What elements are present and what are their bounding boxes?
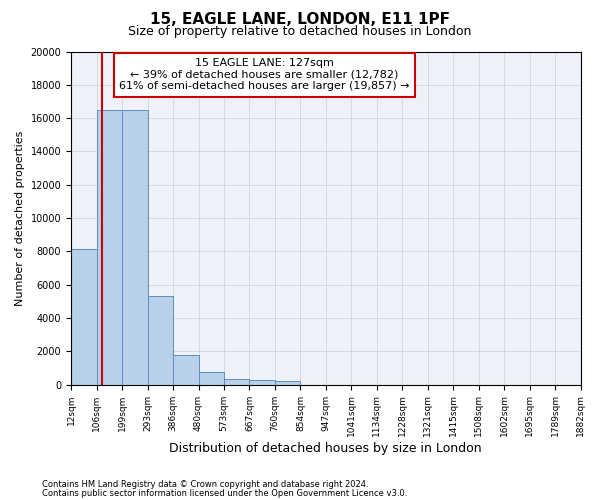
Bar	[199, 372, 224, 384]
Bar	[122, 110, 148, 384]
Text: Contains HM Land Registry data © Crown copyright and database right 2024.: Contains HM Land Registry data © Crown c…	[42, 480, 368, 489]
X-axis label: Distribution of detached houses by size in London: Distribution of detached houses by size …	[169, 442, 482, 455]
Bar	[275, 382, 301, 384]
Bar	[148, 296, 173, 384]
Text: Size of property relative to detached houses in London: Size of property relative to detached ho…	[128, 25, 472, 38]
Text: Contains public sector information licensed under the Open Government Licence v3: Contains public sector information licen…	[42, 488, 407, 498]
Text: 15, EAGLE LANE, LONDON, E11 1PF: 15, EAGLE LANE, LONDON, E11 1PF	[150, 12, 450, 28]
Bar	[224, 379, 250, 384]
Y-axis label: Number of detached properties: Number of detached properties	[15, 130, 25, 306]
Bar	[71, 249, 97, 384]
Text: 15 EAGLE LANE: 127sqm
← 39% of detached houses are smaller (12,782)
61% of semi-: 15 EAGLE LANE: 127sqm ← 39% of detached …	[119, 58, 410, 92]
Bar	[173, 356, 199, 384]
Bar	[97, 110, 122, 384]
Bar	[250, 380, 275, 384]
